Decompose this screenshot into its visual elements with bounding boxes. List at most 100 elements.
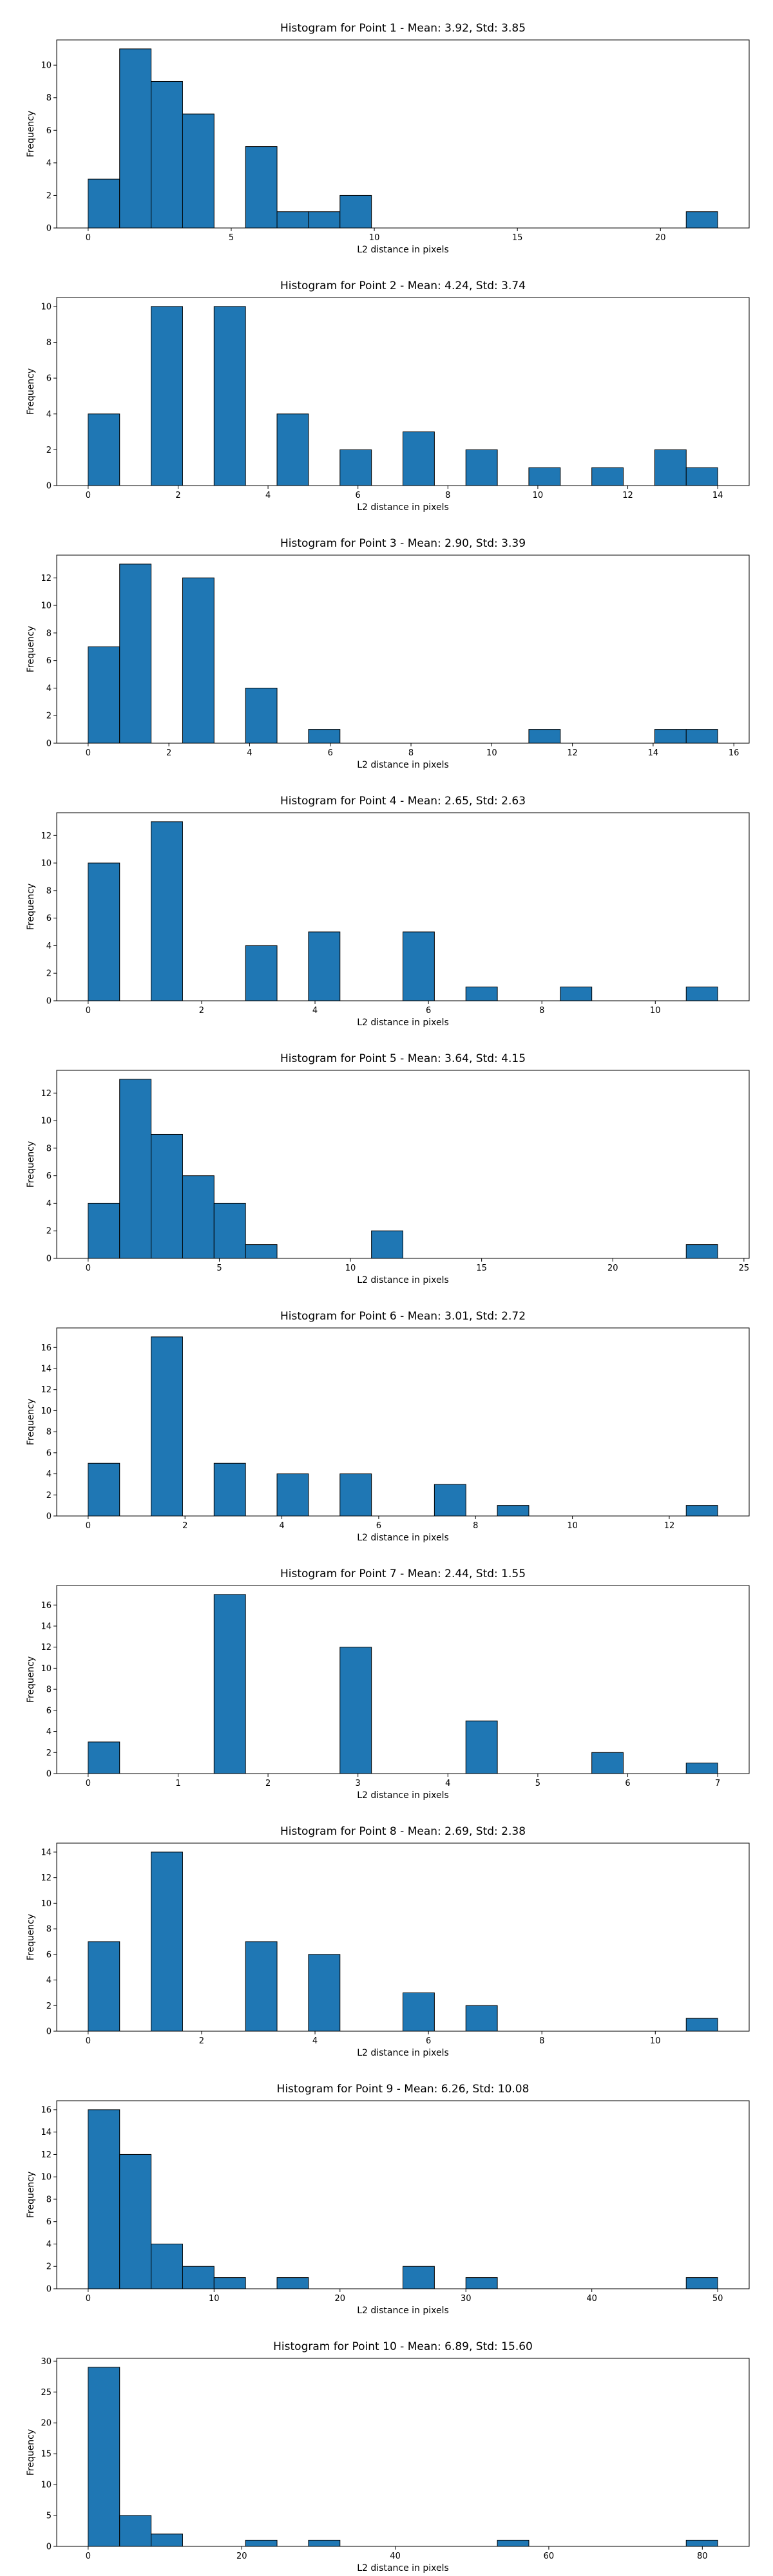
y-tick-label: 0 [46, 2543, 52, 2552]
x-tick-label: 50 [712, 2294, 723, 2304]
y-tick-label: 16 [41, 1601, 52, 1611]
y-tick-label: 2 [46, 2002, 52, 2011]
chart-title: Histogram for Point 3 - Mean: 2.90, Std:… [280, 537, 526, 550]
y-tick-label: 14 [41, 1848, 52, 1857]
histogram-bar [685, 987, 718, 1001]
histogram-bar [528, 729, 561, 744]
x-tick-label: 6 [328, 748, 333, 758]
x-tick-label: 4 [265, 491, 271, 500]
y-tick-label: 5 [46, 2512, 52, 2521]
y-tick-label: 6 [46, 126, 52, 136]
chart-svg: Histogram for Point 2 - Mean: 4.24, Std:… [26, 279, 750, 513]
histogram-bar [339, 194, 372, 229]
y-axis-label: Frequency [26, 368, 36, 415]
histogram-bar [497, 1505, 530, 1517]
x-tick-label: 6 [426, 2036, 431, 2046]
histogram-chart-10: Histogram for Point 10 - Mean: 6.89, Std… [0, 2318, 773, 2576]
y-tick-label: 12 [41, 1643, 52, 1653]
x-axis-label: L2 distance in pixels [357, 1275, 449, 1285]
y-tick-label: 0 [46, 2027, 52, 2037]
histogram-bar [591, 1752, 624, 1774]
x-axis-label: L2 distance in pixels [357, 2306, 449, 2316]
y-tick-label: 2 [46, 191, 52, 201]
histogram-bar [182, 2266, 215, 2289]
y-tick-label: 4 [46, 1727, 52, 1737]
histogram-bar [685, 729, 718, 744]
histogram-bar [528, 467, 561, 486]
y-tick-label: 10 [41, 2173, 52, 2183]
x-tick-label: 2 [166, 748, 171, 758]
histogram-bar [685, 2018, 718, 2032]
y-tick-label: 10 [41, 302, 52, 312]
histogram-bar [685, 1505, 718, 1517]
y-tick-label: 4 [46, 942, 52, 951]
y-tick-label: 2 [46, 1748, 52, 1758]
histogram-bar [88, 413, 120, 486]
histogram-bar [371, 1230, 403, 1259]
x-tick-label: 5 [535, 1779, 540, 1788]
histogram-bar [465, 987, 498, 1001]
y-tick-label: 10 [41, 2481, 52, 2490]
x-tick-label: 80 [697, 2552, 708, 2561]
histogram-bar [182, 577, 215, 744]
plot-frame [56, 554, 750, 744]
y-tick-label: 4 [46, 2240, 52, 2249]
histogram-bar [308, 211, 341, 229]
y-tick-label: 15 [41, 2450, 52, 2459]
x-tick-label: 8 [539, 2036, 544, 2046]
x-tick-label: 0 [86, 1264, 91, 1273]
histogram-bar [591, 467, 624, 486]
chart-svg: Histogram for Point 1 - Mean: 3.92, Std:… [26, 22, 750, 255]
x-tick-label: 8 [408, 748, 414, 758]
histogram-bar [88, 1941, 120, 2032]
histogram-bar [245, 945, 278, 1001]
y-tick-label: 8 [46, 2195, 52, 2204]
y-tick-label: 6 [46, 374, 52, 384]
y-tick-label: 0 [46, 997, 52, 1007]
x-tick-label: 30 [461, 2294, 472, 2304]
histogram-bar [151, 1133, 183, 1259]
x-tick-label: 40 [390, 2552, 401, 2561]
histogram-bar [434, 1484, 466, 1517]
histogram-bar [276, 413, 309, 486]
x-tick-label: 0 [86, 2036, 91, 2046]
chart-title: Histogram for Point 10 - Mean: 6.89, Std… [273, 2340, 533, 2353]
x-tick-label: 0 [86, 2294, 91, 2304]
histogram-bar [213, 2277, 246, 2289]
y-tick-label: 10 [41, 1406, 52, 1416]
y-tick-label: 2 [46, 1491, 52, 1501]
plot-frame [56, 1327, 750, 1517]
x-tick-label: 5 [229, 233, 234, 243]
x-axis-label: L2 distance in pixels [357, 245, 449, 255]
x-tick-label: 3 [356, 1779, 361, 1788]
plot-frame [56, 2358, 750, 2547]
chart-svg: Histogram for Point 7 - Mean: 2.44, Std:… [26, 1567, 750, 1801]
x-tick-label: 15 [476, 1264, 487, 1273]
histogram-bar [245, 2539, 278, 2547]
chart-svg: Histogram for Point 6 - Mean: 3.01, Std:… [26, 1310, 750, 1543]
histogram-bar [308, 729, 341, 744]
x-axis-label: L2 distance in pixels [357, 2048, 449, 2058]
histogram-bar [119, 2515, 152, 2547]
y-tick-label: 6 [46, 2217, 52, 2227]
y-tick-label: 8 [46, 1428, 52, 1437]
histogram-bar [465, 449, 498, 486]
y-axis-label: Frequency [26, 2429, 36, 2476]
y-tick-label: 8 [46, 93, 52, 103]
x-tick-label: 4 [247, 748, 252, 758]
y-tick-label: 30 [41, 2357, 52, 2367]
x-tick-label: 12 [567, 748, 578, 758]
y-tick-label: 0 [46, 2285, 52, 2295]
plot-frame [56, 1585, 750, 1774]
y-tick-label: 4 [46, 1199, 52, 1209]
histogram-chart-2: Histogram for Point 2 - Mean: 4.24, Std:… [0, 258, 773, 515]
y-tick-label: 8 [46, 886, 52, 896]
histogram-bar [465, 2277, 498, 2289]
histogram-chart-9: Histogram for Point 9 - Mean: 6.26, Std:… [0, 2061, 773, 2318]
histogram-bar [339, 1647, 372, 1774]
histogram-bar [151, 1336, 183, 1517]
y-tick-label: 0 [46, 739, 52, 749]
y-tick-label: 0 [46, 1512, 52, 1522]
histogram-bar [213, 1463, 246, 1517]
y-tick-label: 10 [41, 601, 52, 611]
